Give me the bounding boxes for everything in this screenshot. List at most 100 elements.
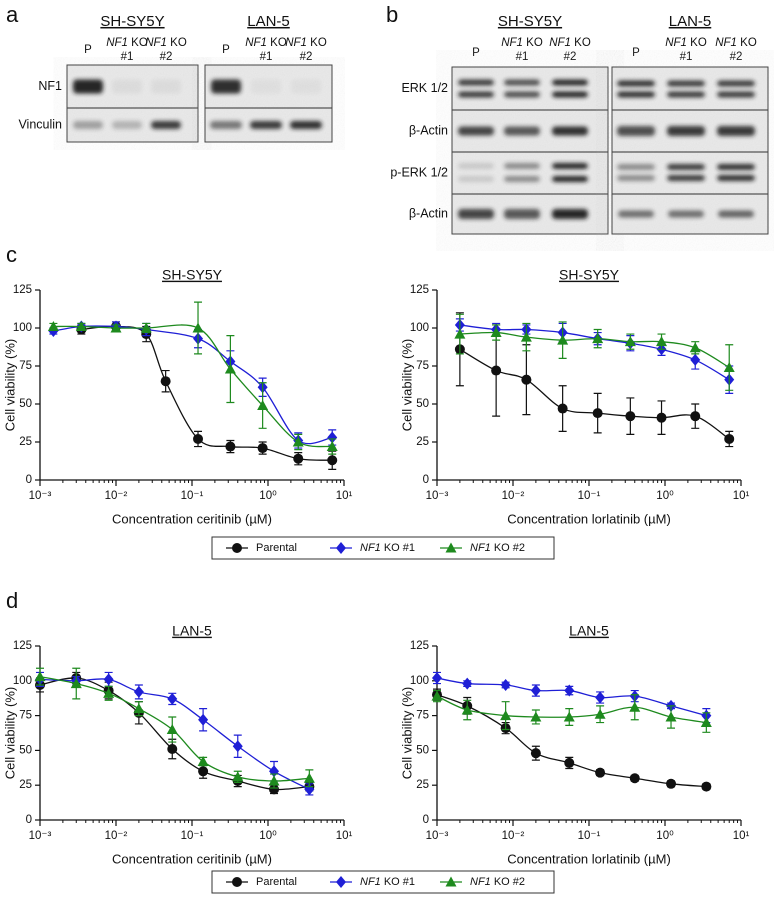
marker <box>133 685 144 698</box>
x-tick-label: 10⁻¹ <box>578 830 601 842</box>
blot-band <box>151 121 181 129</box>
blot-title: LAN-5 <box>669 13 712 30</box>
blot-band <box>552 91 588 98</box>
lane-label: #2 <box>300 51 313 63</box>
x-tick-label: 10⁻² <box>502 830 525 842</box>
y-tick-label: 25 <box>416 779 429 791</box>
marker <box>34 671 46 682</box>
marker <box>520 331 532 342</box>
blot-band <box>667 126 705 136</box>
marker <box>557 334 569 345</box>
marker <box>595 691 606 704</box>
blot-band <box>458 163 494 169</box>
marker <box>70 678 82 689</box>
marker <box>700 717 712 728</box>
marker <box>656 336 668 347</box>
x-tick-label: 10¹ <box>336 490 353 502</box>
marker <box>293 453 304 464</box>
legend-label: NF1 KO #1 <box>360 542 415 554</box>
marker <box>198 713 209 726</box>
x-axis-label: Concentration ceritinib (µM) <box>112 851 272 866</box>
blot-band <box>617 175 655 181</box>
marker <box>166 724 178 735</box>
y-tick-label: 0 <box>423 814 429 826</box>
blot-title: SH-SY5Y <box>498 13 562 30</box>
blot-band <box>617 126 655 136</box>
marker <box>133 703 145 714</box>
blot-band <box>211 79 241 94</box>
legend-label: Parental <box>256 876 297 888</box>
blot-band <box>717 80 755 87</box>
marker <box>564 684 575 697</box>
lane-label: #2 <box>160 51 173 63</box>
y-tick-label: 75 <box>19 710 32 722</box>
chart-title: SH-SY5Y <box>559 267 620 283</box>
blot-band <box>504 163 540 169</box>
fit-line <box>459 348 730 440</box>
x-tick-label: 10¹ <box>733 490 750 502</box>
row-label: ERK 1/2 <box>401 81 448 95</box>
marker <box>269 784 280 795</box>
marker <box>193 433 204 444</box>
blot-band <box>251 79 281 94</box>
y-tick-label: 25 <box>19 779 32 791</box>
blot-band <box>504 176 540 182</box>
row-label: Vinculin <box>18 117 62 131</box>
blot-frame <box>204 64 333 143</box>
marker <box>530 684 541 697</box>
blot-title: LAN-5 <box>247 13 290 30</box>
legend-marker <box>445 876 457 887</box>
y-tick-label: 50 <box>19 398 32 410</box>
panel-letter: a <box>6 2 19 27</box>
legend-box <box>211 536 555 560</box>
lane-label: #1 <box>260 51 273 63</box>
row-label: β-Actin <box>409 206 448 220</box>
marker <box>629 701 641 712</box>
y-tick-label: 0 <box>26 814 32 826</box>
blot-band <box>717 175 755 181</box>
marker <box>47 320 59 331</box>
legend-label: NF1 KO #1 <box>360 876 415 888</box>
x-tick-label: 10⁰ <box>259 490 277 502</box>
lane-label: #1 <box>121 51 134 63</box>
blot-band <box>73 79 103 94</box>
blot-band <box>617 80 655 87</box>
lane-label: P <box>222 44 230 56</box>
blot-noise <box>67 65 198 142</box>
blot-band <box>667 175 705 181</box>
marker <box>327 455 338 466</box>
marker <box>665 711 677 722</box>
marker <box>690 411 701 422</box>
x-tick-label: 10⁻² <box>105 830 128 842</box>
marker <box>461 704 473 715</box>
legend-marker <box>336 876 346 888</box>
x-tick-label: 10⁻³ <box>29 490 52 502</box>
blot-band <box>717 91 755 98</box>
lane-label: #2 <box>564 51 577 63</box>
marker <box>462 677 473 690</box>
marker <box>110 322 122 333</box>
y-tick-label: 125 <box>13 640 32 652</box>
marker <box>500 678 511 691</box>
row-label: NF1 <box>38 79 62 93</box>
lane-label: P <box>632 47 640 59</box>
blot-band <box>552 209 588 219</box>
x-tick-label: 10⁻¹ <box>181 490 204 502</box>
blot-frame <box>66 64 199 143</box>
marker <box>595 767 606 778</box>
blot-band <box>667 80 705 87</box>
marker <box>701 781 712 792</box>
blot-band <box>667 164 705 170</box>
marker <box>491 365 502 376</box>
x-tick-label: 10⁻² <box>105 490 128 502</box>
blot-frame <box>451 66 609 235</box>
x-tick-label: 10⁻³ <box>29 830 52 842</box>
marker <box>629 773 640 784</box>
legend-marker <box>445 542 457 553</box>
marker <box>140 322 152 333</box>
marker <box>257 400 269 411</box>
fit-line <box>53 325 333 445</box>
y-tick-label: 125 <box>410 640 429 652</box>
y-tick-label: 100 <box>410 675 429 687</box>
blot-band <box>458 209 494 219</box>
